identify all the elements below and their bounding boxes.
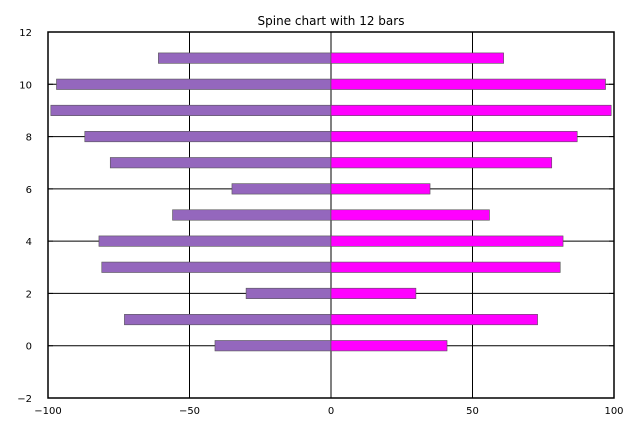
- x-tick-label: 50: [466, 406, 479, 417]
- left-bar: [50, 104, 332, 116]
- axes: [47, 31, 615, 399]
- y-tick-label: −2: [17, 394, 32, 405]
- right-bar: [330, 157, 553, 169]
- left-bar: [214, 340, 332, 352]
- right-bar: [330, 78, 606, 90]
- left-bar: [101, 261, 332, 273]
- tick-labels: −100 −50 0 50 100 −2 0 2 4 6 8 10 12: [17, 28, 623, 417]
- y-tick-label: 2: [26, 289, 32, 300]
- right-bar: [330, 261, 561, 273]
- left-bar: [231, 183, 332, 195]
- x-tick-label: −50: [179, 406, 200, 417]
- left-bar: [172, 209, 332, 221]
- x-tick-label: 0: [328, 406, 334, 417]
- right-bar: [330, 209, 490, 221]
- right-bar: [330, 314, 538, 326]
- right-bar: [330, 183, 431, 195]
- y-tick-label: 6: [26, 185, 32, 196]
- right-bar: [330, 287, 417, 299]
- x-tick-label: 100: [604, 406, 623, 417]
- right-bar: [330, 340, 448, 352]
- left-bar: [245, 287, 332, 299]
- right-bar: [330, 131, 578, 143]
- y-tick-label: 12: [19, 28, 32, 39]
- left-bar: [124, 314, 332, 326]
- right-bar: [330, 235, 564, 247]
- left-bar: [98, 235, 332, 247]
- x-tick-label: −100: [34, 406, 61, 417]
- chart-title: Spine chart with 12 bars: [258, 14, 405, 28]
- y-tick-label: 4: [26, 237, 32, 248]
- right-bar: [330, 52, 504, 64]
- bars: [50, 52, 612, 352]
- left-bar: [109, 157, 332, 169]
- left-bar: [84, 131, 332, 143]
- left-bar: [56, 78, 332, 90]
- y-tick-label: 10: [19, 80, 32, 91]
- right-bar: [330, 104, 612, 116]
- left-bar: [158, 52, 332, 64]
- y-tick-label: 0: [26, 342, 32, 353]
- y-tick-label: 8: [26, 133, 32, 144]
